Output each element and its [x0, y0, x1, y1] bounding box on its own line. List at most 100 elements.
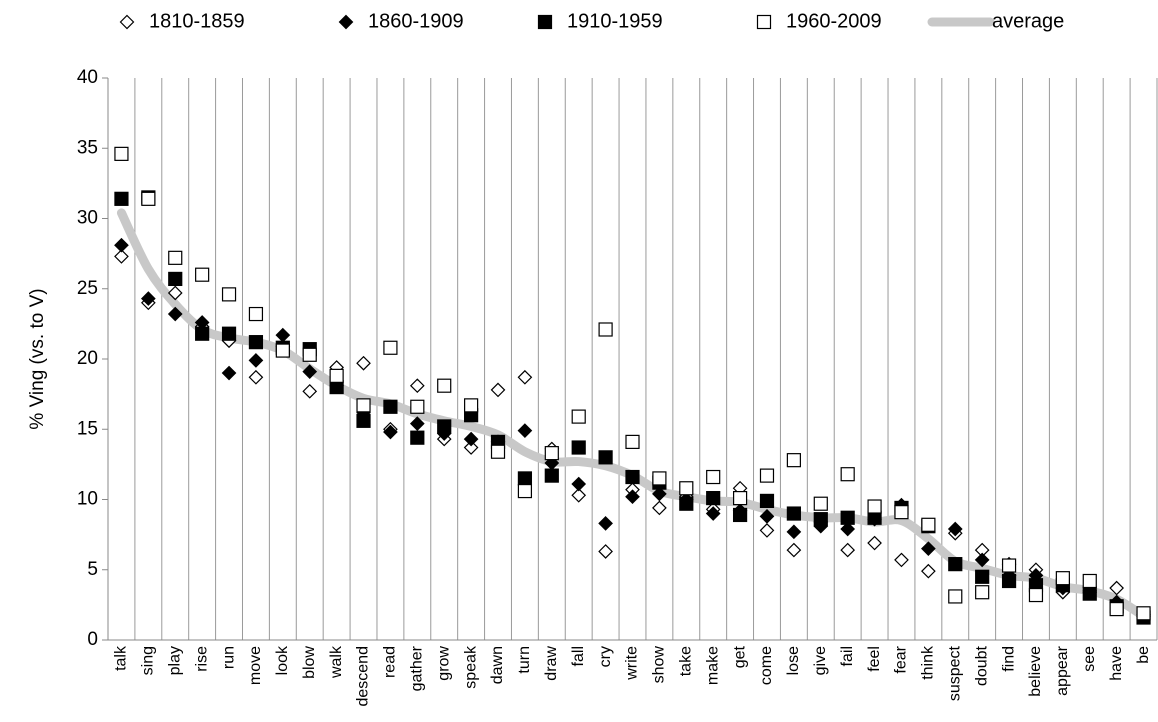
diamond-marker: [517, 369, 533, 385]
diamond-marker: [598, 516, 613, 531]
square-marker: [195, 267, 210, 282]
x-tick-label: sing: [140, 646, 157, 675]
diamond-marker: [705, 506, 721, 521]
square-marker: [356, 413, 371, 428]
diamond-marker: [383, 424, 398, 440]
square-marker: [1001, 573, 1017, 589]
square-marker: [168, 271, 183, 287]
diamond-marker: [409, 378, 425, 394]
square-marker: [544, 446, 559, 461]
diamond-marker: [894, 552, 909, 568]
square-marker: [1082, 573, 1097, 589]
legend-label: 1860-1909: [368, 10, 464, 32]
diamond-marker: [490, 382, 506, 398]
x-tick-label: speak: [462, 645, 479, 689]
diamond-marker: [571, 476, 587, 492]
diamond-marker: [463, 440, 479, 455]
diamond-marker: [167, 285, 183, 301]
x-tick-label: write: [624, 646, 641, 681]
diamond-marker: [409, 416, 425, 431]
x-tick-label: believe: [1027, 646, 1044, 697]
square-marker: [571, 409, 586, 424]
square-marker: [544, 468, 559, 483]
square-marker: [948, 589, 963, 604]
square-marker: [410, 399, 425, 414]
square-marker: [625, 434, 640, 449]
y-tick-label: 40: [77, 67, 98, 88]
square-marker: [195, 326, 210, 341]
x-tick-label: get: [731, 645, 748, 668]
square-marker: [114, 146, 129, 161]
square-marker: [329, 368, 344, 383]
diamond-marker: [759, 509, 775, 524]
y-tick-label: 10: [77, 489, 98, 510]
diamond-marker: [140, 291, 156, 306]
x-tick-label: fear: [893, 645, 910, 673]
x-tick-label: think: [920, 645, 937, 680]
x-tick-label: suspect: [946, 645, 963, 701]
x-tick-label: descend: [355, 646, 372, 707]
diamond-marker: [114, 237, 129, 253]
diamond-marker: [921, 563, 936, 579]
square-marker: [383, 340, 398, 355]
x-tick-label: rise: [193, 646, 210, 672]
x-tick-label: run: [220, 646, 237, 669]
square-marker: [517, 471, 533, 486]
square-marker: [1136, 606, 1151, 621]
x-tick-label: turn: [516, 646, 533, 674]
square-marker: [464, 398, 479, 413]
square-marker: [248, 306, 264, 322]
x-tick-label: make: [704, 646, 721, 685]
diamond-marker: [167, 306, 183, 322]
y-tick-label: 25: [77, 278, 98, 299]
square-marker: [410, 430, 425, 445]
square-marker: [1082, 586, 1097, 601]
square-marker: [679, 481, 694, 496]
x-tick-label: have: [1108, 646, 1125, 681]
square-marker: [383, 399, 398, 414]
legend-swatch: [338, 14, 354, 30]
legend-swatch: [756, 14, 772, 30]
x-tick-label: take: [678, 646, 695, 676]
square-marker: [1055, 571, 1070, 586]
square-marker: [221, 287, 237, 302]
y-tick-label: 5: [87, 559, 98, 580]
legend-label: average: [992, 10, 1064, 32]
y-tick-label: 30: [77, 208, 98, 229]
y-tick-label: 35: [77, 137, 98, 158]
x-tick-label: lose: [785, 646, 802, 675]
diamond-marker: [598, 544, 613, 559]
x-tick-label: walk: [328, 645, 345, 679]
square-marker: [598, 322, 613, 337]
square-marker: [867, 499, 882, 514]
x-tick-label: move: [247, 646, 264, 685]
diamond-marker: [1109, 580, 1125, 596]
square-marker: [759, 468, 775, 483]
diamond-marker: [840, 521, 856, 537]
legend-swatch: [119, 14, 135, 30]
square-marker: [356, 398, 371, 413]
diamond-marker: [921, 541, 936, 557]
x-tick-label: grow: [435, 646, 452, 681]
average-line: [116, 208, 1149, 621]
diamond-marker: [221, 365, 237, 381]
x-tick-label: give: [812, 646, 829, 675]
plot: [114, 146, 1151, 625]
y-tick-label: 0: [87, 629, 98, 650]
diamond-marker: [786, 542, 802, 558]
diamond-marker: [517, 423, 533, 439]
square-marker: [625, 469, 640, 485]
square-marker: [437, 419, 452, 434]
square-marker: [571, 440, 586, 455]
legend-swatch: [537, 14, 553, 30]
legend-label: 1810-1859: [149, 10, 245, 32]
diamond-marker: [786, 524, 802, 540]
diamond-marker: [302, 383, 318, 399]
square-marker: [921, 517, 936, 532]
diamond-marker: [840, 542, 856, 558]
diamond-marker: [974, 552, 990, 568]
x-tick-label: cry: [597, 646, 614, 667]
x-tick-label: fall: [570, 646, 587, 666]
diamond-marker: [248, 353, 264, 368]
